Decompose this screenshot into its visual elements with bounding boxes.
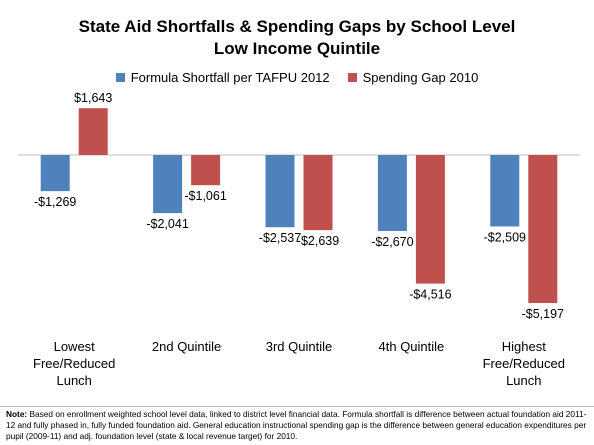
x-tick-label-5-line-3: Lunch xyxy=(506,373,541,388)
x-tick-label-1-line-2: Free/Reduced xyxy=(33,356,115,371)
footnote-divider xyxy=(0,406,594,407)
x-tick-label-4: 4th Quintile xyxy=(379,339,445,354)
footnote: Note: Based on enrollment weighted schoo… xyxy=(6,409,588,442)
legend-swatch-spending-gap xyxy=(347,72,357,82)
data-label-spending-gap-3: -$2,639 xyxy=(297,234,339,248)
bar-spending-gap-3 xyxy=(303,155,333,231)
data-label-spending-gap-1: $1,643 xyxy=(74,91,112,105)
data-label-formula-shortfall-1: -$1,269 xyxy=(34,195,76,209)
legend-item-spending-gap: Spending Gap 2010 xyxy=(347,69,479,85)
x-tick-label-3: 3rd Quintile xyxy=(266,339,332,354)
bar-spending-gap-1 xyxy=(78,108,108,155)
legend-label-spending-gap: Spending Gap 2010 xyxy=(362,69,479,85)
footnote-label: Note: xyxy=(6,409,28,419)
legend-item-formula-shortfall: Formula Shortfall per TAFPU 2012 xyxy=(115,69,330,85)
legend-label-formula-shortfall: Formula Shortfall per TAFPU 2012 xyxy=(130,69,330,85)
bar-formula-shortfall-5 xyxy=(490,155,520,227)
chart-title: State Aid Shortfalls & Spending Gaps by … xyxy=(78,17,516,58)
data-label-spending-gap-5: -$5,197 xyxy=(522,307,564,321)
bar-spending-gap-4 xyxy=(415,155,445,284)
bar-formula-shortfall-3 xyxy=(265,155,295,228)
x-tick-label-5-line-1: Highest xyxy=(502,339,546,354)
legend: Formula Shortfall per TAFPU 2012 Spendin… xyxy=(0,69,594,85)
bar-spending-gap-2 xyxy=(191,155,221,186)
bar-spending-gap-5 xyxy=(528,155,558,303)
chart-plot: -$1,269 $1,643 Lowest Free/Reduced Lunch -$2,… xyxy=(18,91,580,388)
data-label-formula-shortfall-5: -$2,509 xyxy=(484,230,526,244)
x-tick-label-2: 2nd Quintile xyxy=(152,339,221,354)
x-tick-label-5-line-2: Free/Reduced xyxy=(483,356,565,371)
data-label-spending-gap-2: -$1,061 xyxy=(184,189,226,203)
data-label-formula-shortfall-2: -$2,041 xyxy=(146,217,188,231)
x-tick-label-1-line-1: Lowest xyxy=(54,339,96,354)
x-tick-label-1-line-3: Lunch xyxy=(56,373,91,388)
data-label-formula-shortfall-3: -$2,537 xyxy=(259,231,301,245)
legend-swatch-formula-shortfall xyxy=(115,72,125,82)
data-label-spending-gap-4: -$4,516 xyxy=(409,288,451,302)
bar-formula-shortfall-4 xyxy=(377,155,407,232)
bar-formula-shortfall-2 xyxy=(153,155,183,214)
data-label-formula-shortfall-4: -$2,670 xyxy=(371,235,413,249)
footnote-text: Based on enrollment weighted school leve… xyxy=(6,409,587,441)
bar-formula-shortfall-1 xyxy=(40,155,70,192)
